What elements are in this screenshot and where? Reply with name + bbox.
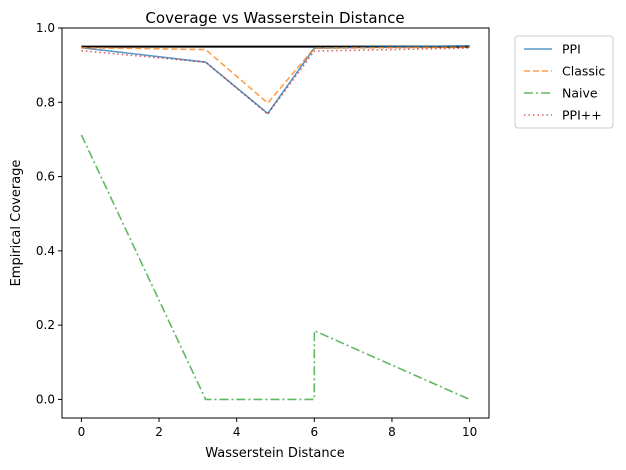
chart-title: Coverage vs Wasserstein Distance — [145, 9, 404, 27]
legend-label: Naive — [562, 86, 598, 101]
x-tick-label: 8 — [388, 425, 396, 439]
x-axis-ticks: 0 2 4 6 8 10 — [78, 418, 477, 439]
legend-frame — [514, 35, 614, 129]
x-tick-label: 2 — [155, 425, 163, 439]
x-tick-label: 4 — [233, 425, 241, 439]
legend-label: PPI++ — [562, 108, 602, 123]
x-tick-label: 6 — [310, 425, 318, 439]
axes-frame — [61, 27, 490, 419]
y-axis-label: Empirical Coverage — [9, 160, 24, 287]
series-line-ppiplusplus — [81, 47, 470, 116]
y-axis-ticks: 0.0 0.2 0.4 0.6 0.8 1.0 — [36, 21, 62, 406]
y-tick-label: 0.8 — [36, 95, 55, 109]
y-tick-label: 1.0 — [36, 21, 55, 35]
x-tick-label: 0 — [78, 425, 86, 439]
legend: PPI Classic Naive PPI++ — [514, 35, 614, 129]
series-line-classic — [81, 46, 470, 105]
x-axis-label: Wasserstein Distance — [205, 446, 345, 461]
y-tick-label: 0.0 — [36, 392, 55, 406]
series-line-naive — [80, 134, 470, 401]
y-tick-label: 0.2 — [36, 318, 55, 332]
plot-area — [80, 45, 470, 401]
series-line-ppi — [81, 45, 470, 115]
x-tick-label: 10 — [462, 425, 477, 439]
legend-label: Classic — [562, 64, 605, 79]
y-tick-label: 0.6 — [36, 170, 55, 184]
legend-label: PPI — [562, 42, 581, 57]
y-tick-label: 0.4 — [36, 244, 55, 258]
